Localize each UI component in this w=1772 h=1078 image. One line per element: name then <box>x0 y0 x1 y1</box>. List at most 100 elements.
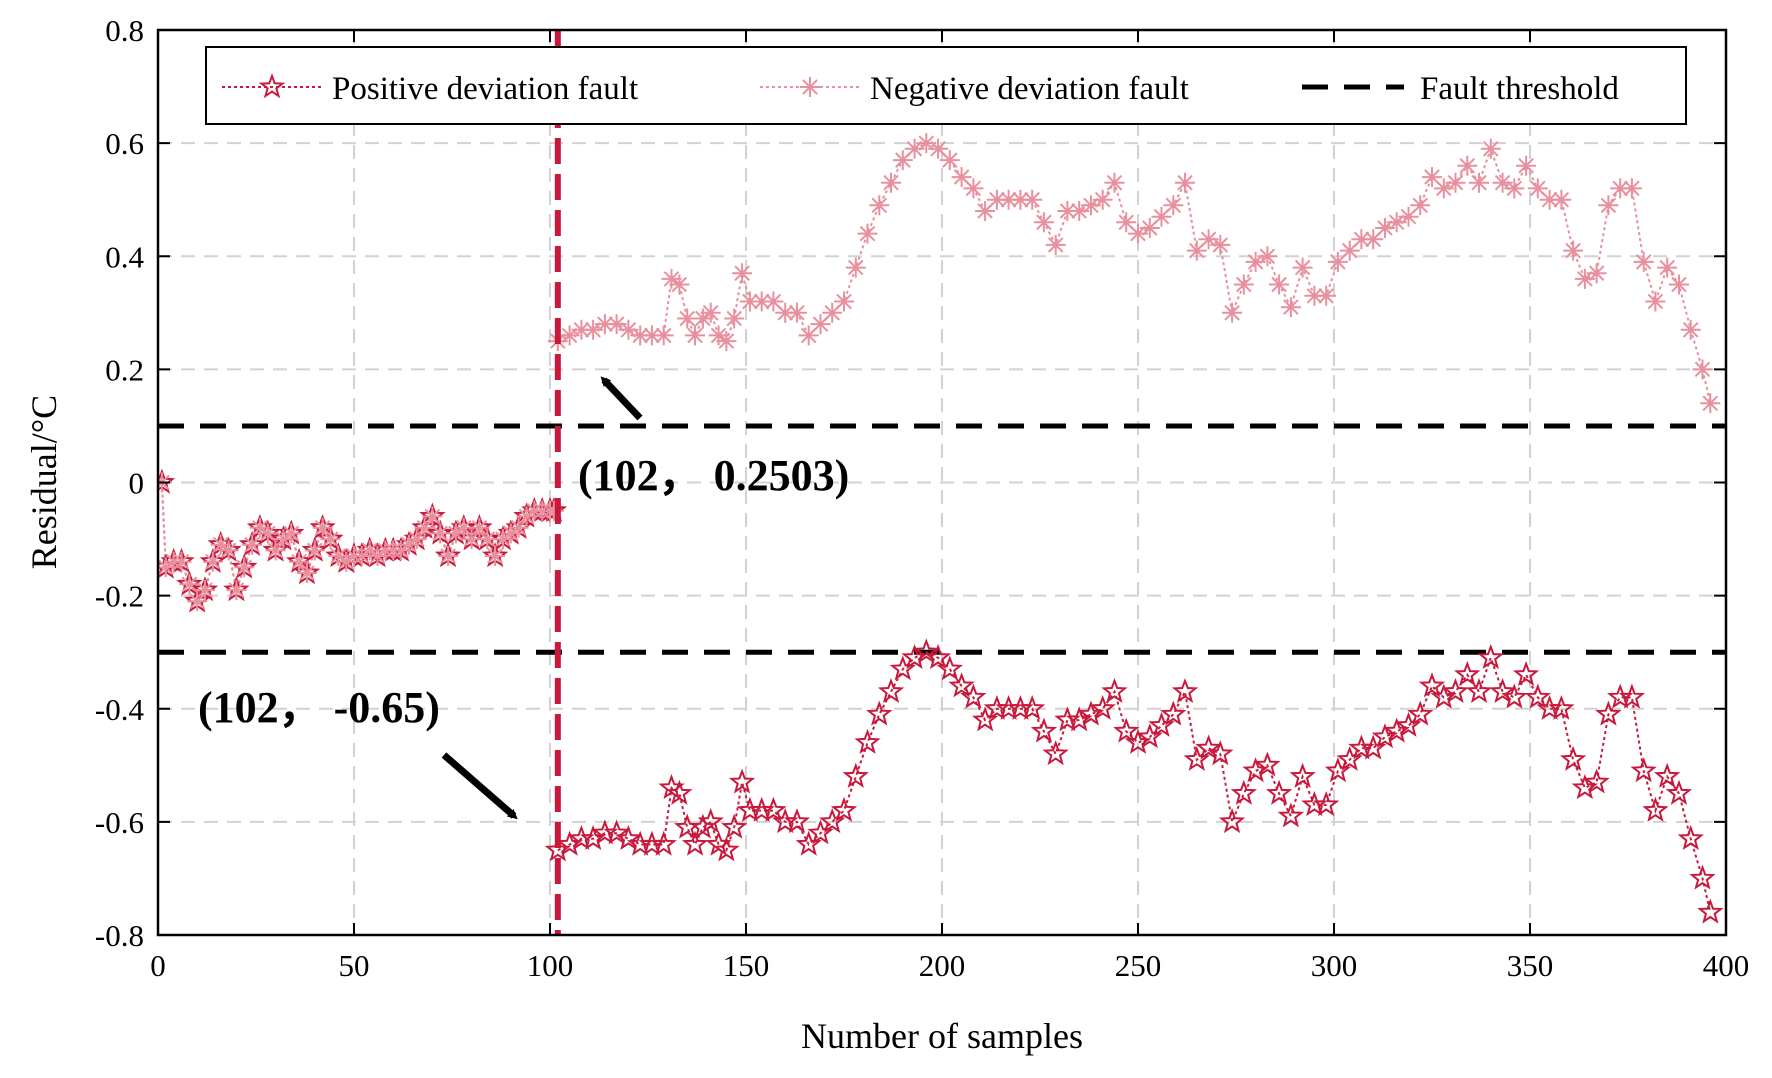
negative-series-point <box>763 291 784 312</box>
positive-series-point <box>1512 660 1540 687</box>
prefix-negative-point <box>257 523 278 544</box>
prefix-negative-point <box>469 517 490 538</box>
prefix-negative-point <box>336 551 357 572</box>
positive-series-point <box>866 700 893 726</box>
legend-label-positive: Positive deviation fault <box>332 71 638 107</box>
positive-series-point <box>1630 757 1657 783</box>
negative-series-point <box>1163 195 1184 216</box>
positive-series-point <box>1442 677 1469 704</box>
negative-series-point <box>904 138 925 159</box>
positive-series-point <box>1583 768 1610 794</box>
grid <box>158 30 1726 935</box>
negative-series-point <box>677 308 698 329</box>
negative-series-point <box>1700 393 1721 414</box>
prefix-negative-point <box>297 563 317 583</box>
x-tick-label: 400 <box>1703 948 1750 983</box>
negative-series-point <box>1692 359 1713 380</box>
positive-series-point <box>1207 740 1234 766</box>
negative-series-point <box>1363 229 1384 250</box>
negative-series-point <box>1269 274 1290 295</box>
prefix-negative-point <box>422 506 443 527</box>
negative-series-point <box>1257 246 1278 267</box>
negative-series-point <box>939 150 960 171</box>
positive-series-point <box>1312 791 1340 817</box>
negative-series-point <box>594 314 615 335</box>
legend-box <box>205 46 1687 125</box>
negative-series-point <box>1339 240 1360 261</box>
negative-series-point <box>798 325 819 346</box>
y-tick-label: 0.6 <box>105 126 144 161</box>
legend-entry-negative: Negative deviation fault <box>760 71 1189 107</box>
negative-series-point <box>559 325 580 346</box>
negative-series-point <box>1316 285 1337 306</box>
negative-series-point <box>1433 178 1454 199</box>
prefix-negative-point <box>158 557 176 578</box>
negative-series-point <box>1504 178 1525 199</box>
positive-series-point <box>681 830 709 856</box>
negative-series-point <box>881 172 901 193</box>
negative-series-point <box>998 189 1019 210</box>
prefix-negative-point <box>226 580 247 600</box>
negative-series-point <box>716 331 737 352</box>
negative-series-point <box>1610 178 1631 199</box>
prefix-negative-point <box>477 529 498 550</box>
positive-series-point <box>1113 717 1140 743</box>
x-tick-label: 0 <box>150 948 166 983</box>
positive-series-point <box>1465 677 1493 704</box>
negative-series-point <box>1069 201 1090 221</box>
legend-marker-positive <box>258 73 286 99</box>
negative-series-point <box>892 150 913 171</box>
prefix-negative-point <box>171 551 192 572</box>
prefix-negative-point <box>508 517 529 538</box>
legend-entry-positive: Positive deviation fault <box>222 71 638 107</box>
negative-series-point <box>1598 195 1619 216</box>
prefix-negative-point <box>500 523 521 544</box>
legend-label-threshold: Fault threshold <box>1420 71 1619 107</box>
negative-series-point <box>583 319 604 340</box>
positive-series-point <box>842 762 869 788</box>
positive-series-point <box>1018 694 1046 720</box>
negative-series-point <box>1057 201 1078 221</box>
positive-series-point <box>924 643 952 669</box>
x-tick-label: 300 <box>1311 948 1358 983</box>
prefix-negative-point <box>493 529 513 550</box>
negative-series-point <box>986 189 1007 210</box>
y-tick-label: 0.2 <box>105 352 144 387</box>
negative-series-point <box>1398 206 1419 227</box>
x-axis-ticks: 0 50 100 150 200 250 300 350 400 <box>150 30 1749 983</box>
negative-series-point <box>1574 268 1595 289</box>
annotation-positive: (102， -0.65) <box>198 683 518 820</box>
negative-series-point <box>1222 302 1243 323</box>
negative-series-point <box>1304 285 1325 306</box>
positive-series-point <box>1254 751 1281 777</box>
y-tick-label: 0 <box>129 466 145 501</box>
prefix-negative-point <box>414 517 435 538</box>
y-axis-title: Residual/°C <box>24 395 64 569</box>
negative-series-point <box>1621 178 1642 199</box>
positive-series-point <box>1560 745 1587 771</box>
negative-series-point <box>1516 155 1537 176</box>
prefix-negative-point <box>202 551 223 572</box>
positive-series-point <box>1501 683 1528 709</box>
positive-series-point <box>1454 660 1481 687</box>
negative-series-point <box>1081 195 1101 216</box>
negative-series-point <box>661 268 682 289</box>
negative-series-point <box>1022 189 1043 210</box>
positive-series-point <box>1265 779 1293 805</box>
prefix-negative-point <box>351 546 372 566</box>
positive-series-point <box>760 796 787 822</box>
negative-series-point <box>1175 172 1195 193</box>
positive-series-point <box>713 836 740 862</box>
positive-series-point <box>1277 802 1305 828</box>
negative-series-point <box>1669 274 1689 295</box>
prefix-negative-point <box>187 591 208 612</box>
negative-series-point <box>1128 223 1148 244</box>
negative-series-point <box>1151 206 1172 227</box>
prefix-negative-point <box>312 517 333 538</box>
negative-series-point <box>1657 257 1678 278</box>
annotation-negative: (102， 0.2503) <box>578 376 849 500</box>
positive-series-point <box>1689 864 1716 890</box>
prefix-negative-point <box>445 523 466 544</box>
negative-series-point <box>1210 234 1231 255</box>
